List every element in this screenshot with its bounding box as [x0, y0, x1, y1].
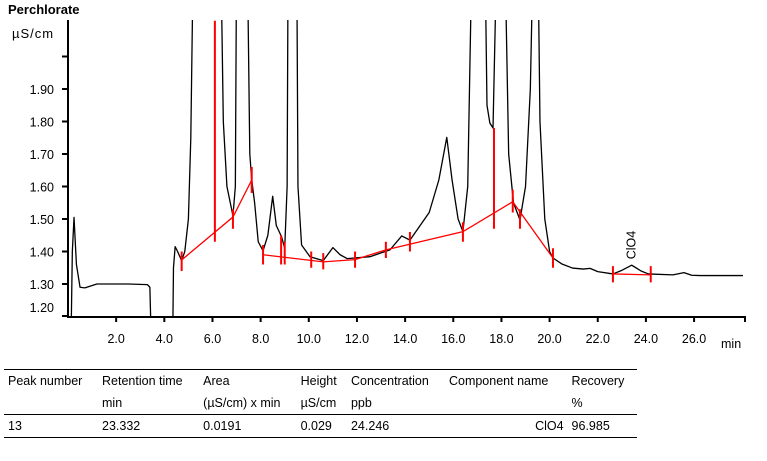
peak-table-units: min (µS/cm) x min µS/cm ppb% — [4, 392, 637, 415]
y-axis-unit: µS/cm — [12, 26, 55, 41]
y-tick-label: 1.70 — [30, 148, 54, 162]
table-cell: 23.332 — [98, 414, 200, 438]
y-tick-label: 1.30 — [30, 278, 54, 292]
table-row: 13 23.332 0.0191 0.029 24.246 ClO4 96.985 — [4, 414, 637, 438]
column-unit: (µS/cm) x min — [203, 396, 281, 410]
column-unit — [4, 392, 98, 415]
column-header: Area — [199, 369, 297, 392]
chromatogram-trace — [70, 20, 743, 316]
y-tick-label: 1.40 — [30, 246, 54, 260]
column-unit: % — [571, 396, 583, 410]
peak-table: Peak number Retention time Area Height Conce… — [4, 369, 637, 438]
column-header: Peak number — [4, 369, 99, 392]
x-tick-label: 10.0 — [297, 332, 321, 346]
chromatogram-plot: 2.0 4.0 6.0 8.0 10.0 12.0 14.0 16.0 18.0 20.0 22.0… — [30, 20, 746, 351]
x-tick-label: 18.0 — [489, 332, 513, 346]
table-cell: 0.029 — [296, 414, 347, 438]
y-tick-label: 1.50 — [30, 213, 54, 227]
y-tick-label: 1.60 — [30, 181, 54, 195]
table-cell: ClO4 — [444, 414, 568, 438]
x-tick-label: 12.0 — [345, 332, 369, 346]
x-tick-label: 8.0 — [252, 332, 269, 346]
column-header: Concentration — [346, 369, 445, 392]
peak-baseline — [612, 273, 651, 276]
column-header: Recovery — [567, 369, 637, 392]
x-tick-label: 2.0 — [107, 332, 124, 346]
y-tick-label: 1.80 — [30, 116, 54, 130]
table-cell: 13 — [4, 414, 99, 438]
column-header: Height — [296, 369, 347, 392]
column-unit: min — [102, 396, 123, 410]
x-tick-label: 14.0 — [393, 332, 417, 346]
column-header: Retention time — [98, 369, 200, 392]
column-unit — [445, 392, 568, 415]
chart-title: Perchlorate — [8, 2, 80, 17]
table-cell: 0.0191 — [199, 414, 297, 438]
x-axis-label: min — [721, 337, 741, 351]
x-tick-label: 22.0 — [586, 332, 610, 346]
y-tick-label: 1.20 — [30, 301, 54, 315]
x-tick-label: 26.0 — [682, 332, 706, 346]
peak-baseline — [181, 179, 253, 261]
table-cell: 24.246 — [346, 414, 445, 438]
x-tick-label: 4.0 — [156, 332, 173, 346]
x-tick-label: 24.0 — [634, 332, 658, 346]
x-tick-label: 20.0 — [537, 332, 561, 346]
table-cell: 96.985 — [567, 414, 637, 438]
peak-label: ClO4 — [625, 231, 639, 260]
y-tick-label: 1.90 — [30, 83, 54, 97]
column-unit: µS/cm — [300, 396, 337, 410]
x-tick-label: 16.0 — [441, 332, 465, 346]
x-tick-label: 6.0 — [204, 332, 221, 346]
column-header: Component name — [444, 369, 568, 392]
column-unit: ppb — [350, 396, 372, 410]
peak-table-header: Peak number Retention time Area Height Conce… — [4, 369, 637, 392]
